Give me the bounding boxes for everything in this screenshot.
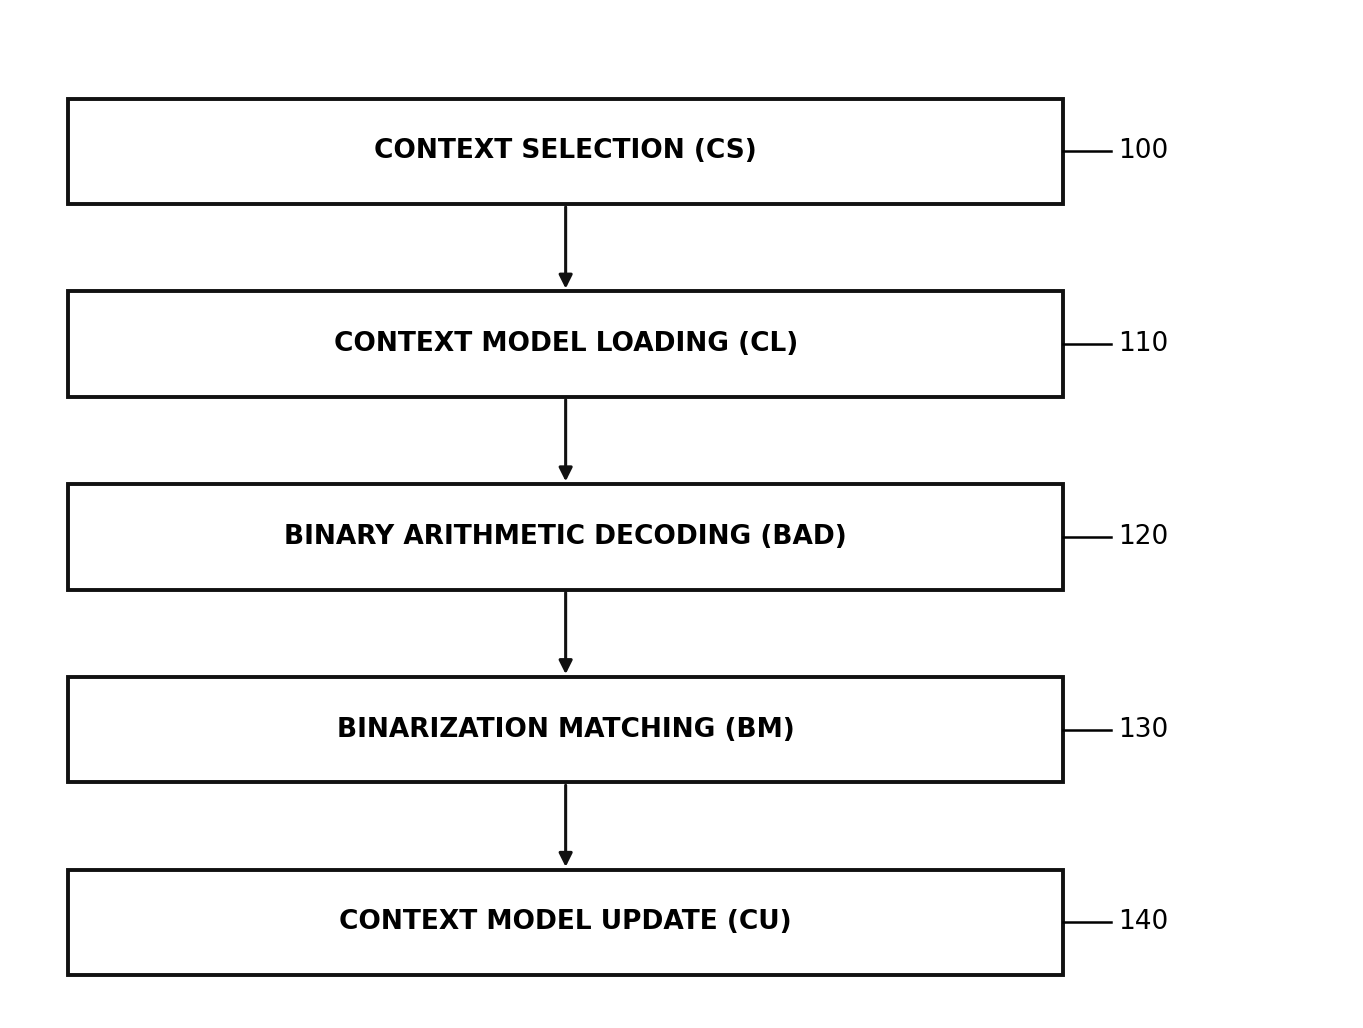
Text: BINARIZATION MATCHING (BM): BINARIZATION MATCHING (BM) [337,717,795,742]
Text: 120: 120 [1118,524,1168,550]
Text: BINARY ARITHMETIC DECODING (BAD): BINARY ARITHMETIC DECODING (BAD) [285,524,846,550]
Text: 110: 110 [1118,331,1168,357]
Bar [68,291,1063,397]
Text: CONTEXT SELECTION (CS): CONTEXT SELECTION (CS) [375,139,756,164]
Text: CONTEXT MODEL LOADING (CL): CONTEXT MODEL LOADING (CL) [334,331,797,357]
Text: CONTEXT MODEL UPDATE (CU): CONTEXT MODEL UPDATE (CU) [339,910,792,935]
Bar [68,484,1063,590]
Bar [68,870,1063,976]
Text: 100: 100 [1118,139,1168,164]
Text: 140: 140 [1118,910,1168,935]
Bar [68,99,1063,205]
Text: 130: 130 [1118,717,1168,742]
Bar [68,676,1063,782]
